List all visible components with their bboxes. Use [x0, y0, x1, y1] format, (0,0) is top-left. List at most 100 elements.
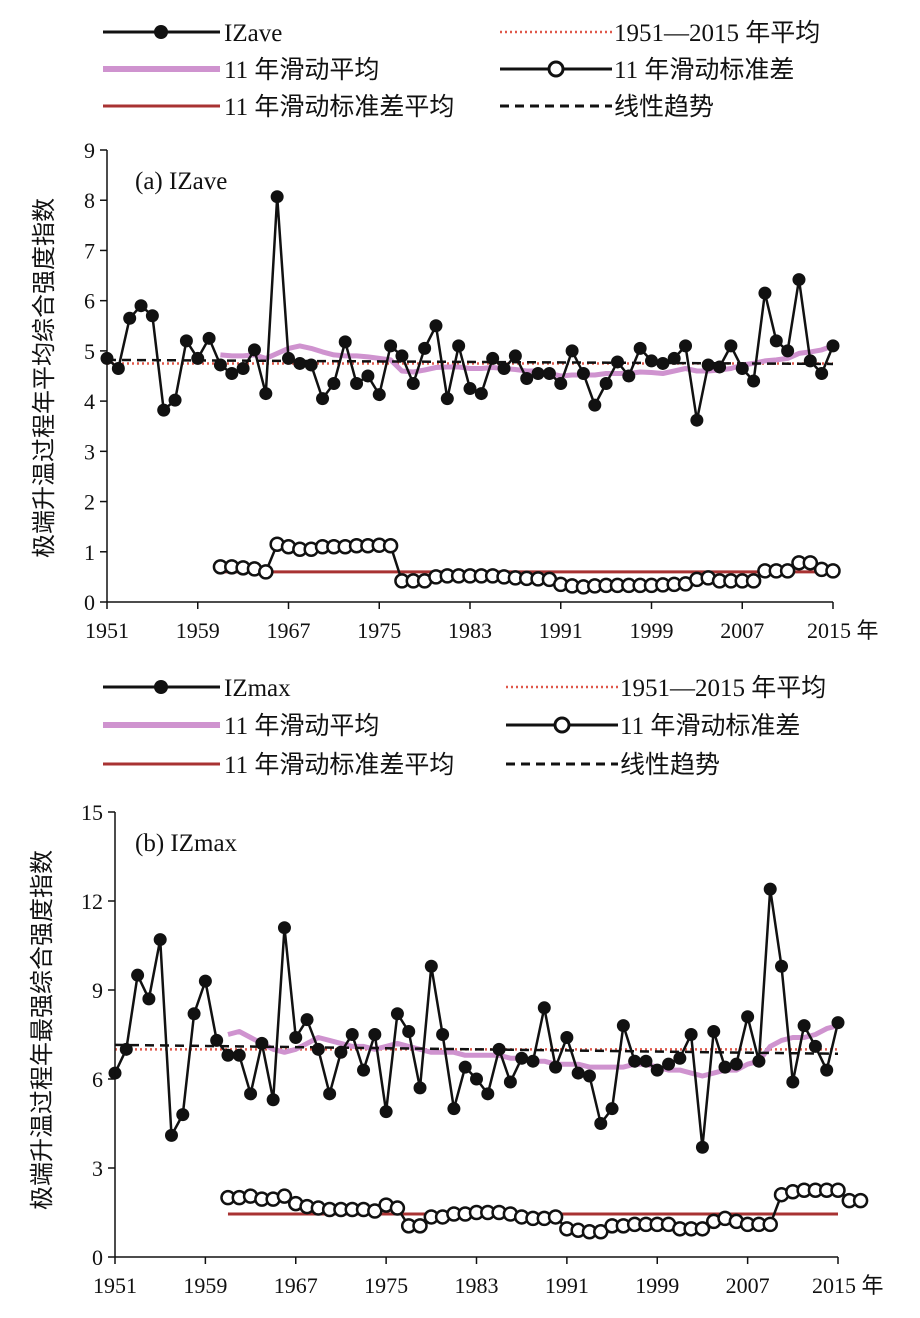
chart-a-main-point — [724, 339, 738, 353]
chart-b-main-point — [695, 1140, 709, 1154]
chart-a-main-point — [213, 358, 227, 372]
chart-b-main-point — [763, 882, 777, 896]
chart-b-main-point — [526, 1054, 540, 1068]
chart-b-main-point — [729, 1057, 743, 1071]
chart-b-main-point — [198, 974, 212, 988]
chart-b-main-point — [594, 1117, 608, 1130]
chart-b-main-point — [820, 1063, 834, 1077]
legend-a-running-sd-label: 11 年滑动标准差 — [614, 56, 794, 84]
chart-b-main-point — [402, 1025, 416, 1039]
chart-b-main-point — [357, 1063, 371, 1077]
chart-a-main-point — [769, 334, 783, 348]
chart-a-main-point — [792, 273, 806, 287]
chart-b-main-point — [323, 1087, 337, 1101]
chart-a-main-point — [588, 398, 602, 412]
chart-b-main-point — [503, 1075, 517, 1089]
chart-b-main-point — [684, 1028, 698, 1041]
chart-b-main-point — [470, 1072, 483, 1086]
chart-b-main-point — [266, 1093, 280, 1107]
chart-a-running-mean-line — [220, 343, 834, 379]
chart-a-main-point — [758, 286, 772, 300]
chart-b-running-sd-point — [276, 1188, 293, 1204]
chart-a-main-point — [168, 393, 182, 407]
chart-a-axes: 0 1 2 3 4 5 6 7 8 9 1951 1959 1967 1975 1983 1991 1999 20… — [84, 138, 879, 643]
chart-a-main-point — [440, 392, 454, 406]
chart-b-main-point — [537, 1001, 551, 1015]
chart-b-main-point — [616, 1019, 630, 1033]
chart-a-main-point — [327, 377, 341, 391]
chart-b-running-sd-point — [852, 1192, 869, 1209]
chart-a-main-point — [452, 339, 466, 353]
chart-b-main-point — [244, 1087, 258, 1101]
chart-a-main-point — [384, 339, 398, 353]
chart-a-main-point — [497, 361, 511, 375]
chart-b-main-point — [481, 1087, 495, 1101]
chart-a-main-point — [361, 369, 375, 383]
chart-a: 极端升温过程年平均综合强度指数 (a) IZave 0 1 2 3 4 5 6 7 8 9 1951… — [30, 138, 879, 643]
chart-b-main-point — [379, 1105, 393, 1119]
chart-a-main-point — [667, 351, 681, 365]
chart-a-main-point — [395, 349, 409, 363]
chart-a-main-point — [202, 331, 216, 345]
chart-a-y-tick-label: 6 — [84, 289, 95, 314]
chart-b-running-sd-point — [412, 1218, 428, 1234]
legend-a-running-mean-label: 11 年滑动平均 — [224, 56, 379, 84]
chart-b-main-point — [752, 1054, 766, 1068]
chart-a-main-point — [429, 319, 443, 333]
chart-a-main-point — [259, 387, 273, 401]
chart-b-main-point — [300, 1013, 314, 1027]
chart-a-main-point — [531, 366, 545, 380]
chart-b-y-tick-label: 12 — [81, 889, 103, 914]
chart-b-main-point — [650, 1063, 664, 1077]
chart-a-main-point — [520, 372, 534, 386]
legend-a-sd-mean-label: 11 年滑动标准差平均 — [224, 93, 454, 121]
chart-b-main-point — [718, 1060, 732, 1074]
chart-a-x-tick-label: 1967 — [267, 618, 311, 643]
chart-a-running-sd-point — [745, 573, 762, 589]
legend-b-main-label: IZmax — [224, 675, 291, 702]
chart-a-main-point — [622, 369, 636, 383]
legend-a-main-series: IZave — [103, 20, 282, 47]
chart-b-main-point — [458, 1060, 472, 1074]
chart-a-x-tick-label: 1999 — [630, 618, 674, 643]
legend-b: IZmax 1951—2015 年平均 11 年滑动平均 11 年滑动标准差 1… — [103, 674, 826, 779]
chart-b-x-tick-label: 1991 — [545, 1273, 589, 1298]
chart-a-main-point — [803, 354, 817, 368]
legend-b-mean: 1951—2015 年平均 — [506, 674, 826, 702]
chart-b-main-point — [289, 1030, 303, 1044]
chart-a-title: (a) IZave — [135, 168, 227, 195]
chart-a-main-point — [316, 392, 330, 406]
legend-a: IZave 1951—2015 年平均 11 年滑动平均 11 年滑动标准差 1… — [103, 19, 820, 121]
chart-a-main-point — [157, 403, 171, 417]
chart-a-x-tick-label: 1983 — [448, 618, 492, 643]
chart-a-main-point — [486, 351, 500, 365]
chart-b-main-point — [515, 1051, 529, 1065]
chart-a-main-point — [145, 309, 159, 323]
chart-b-main-point — [232, 1048, 246, 1062]
chart-a-y-tick-label: 0 — [84, 590, 95, 615]
chart-a-x-tick-label: 1951 — [85, 618, 129, 643]
chart-b-running-sd-point — [762, 1216, 778, 1233]
legend-b-running-mean: 11 年滑动平均 — [103, 712, 379, 740]
chart-b-main-point — [255, 1036, 269, 1050]
chart-b-main-point — [413, 1081, 427, 1095]
chart-a-y-tick-label: 7 — [84, 238, 95, 263]
chart-a-main-point — [134, 299, 148, 313]
legend-b-mean-label: 1951—2015 年平均 — [620, 674, 826, 702]
chart-a-running-sd-point — [779, 563, 796, 579]
legend-b-sd-mean: 11 年滑动标准差平均 — [103, 751, 454, 779]
chart-b-main-point — [424, 959, 438, 973]
legend-b-sd-mean-label: 11 年滑动标准差平均 — [224, 751, 454, 779]
chart-b-main-point — [436, 1028, 450, 1041]
chart-a-main-point — [270, 190, 284, 204]
chart-b-x-tick-label: 1975 — [364, 1273, 408, 1298]
chart-a-main-point — [293, 356, 307, 370]
chart-a-main-point — [633, 341, 647, 355]
chart-a-x-tick-label: 1959 — [176, 618, 220, 643]
chart-a-main-point — [781, 344, 795, 358]
legend-a-sd-mean: 11 年滑动标准差平均 — [103, 93, 454, 121]
chart-b-main-point — [345, 1028, 359, 1041]
chart-b-main-point — [571, 1066, 585, 1080]
legend-a-mean: 1951—2015 年平均 — [500, 19, 820, 47]
